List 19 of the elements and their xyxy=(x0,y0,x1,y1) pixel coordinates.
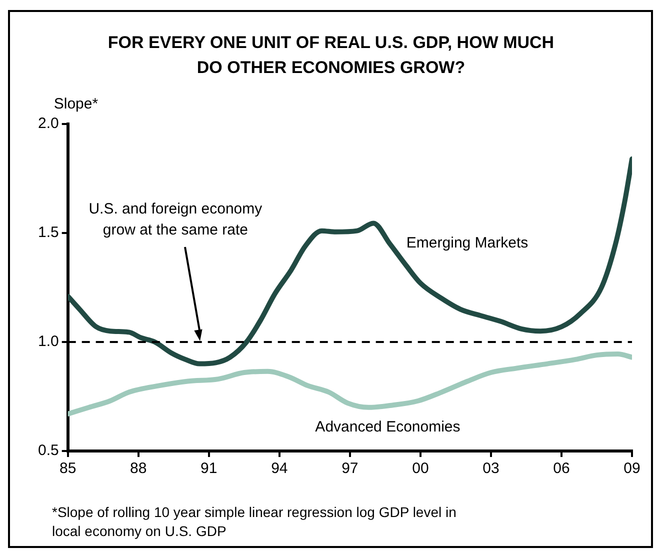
x-tick-label: 00 xyxy=(412,460,429,478)
chart-title: FOR EVERY ONE UNIT OF REAL U.S. GDP, HOW MUCH DO OTHER ECONOMIES GROW? xyxy=(106,32,556,79)
y-tick-label: 1.5 xyxy=(38,224,59,242)
y-tick-label: 0.5 xyxy=(38,442,59,460)
text: *Slope of rolling 10 year simple linear regression log GDP level in local economy on U.S. GDP xyxy=(52,503,458,541)
x-tick-label: 94 xyxy=(271,460,288,478)
x-tick-label: 09 xyxy=(624,460,640,478)
x-tick-label: 91 xyxy=(200,460,218,478)
series-label: Advanced Economies xyxy=(315,418,460,436)
y-tick-label: 2.0 xyxy=(38,115,59,132)
y-tick-label: 1.0 xyxy=(38,333,59,350)
x-tick-label: 88 xyxy=(130,460,147,478)
x-tick-label: 03 xyxy=(482,460,500,478)
y-axis-title: Slope* xyxy=(54,96,98,113)
x-tick-label: 85 xyxy=(60,460,76,478)
ref-line-label: U.S. and foreign economy grow at the same rate xyxy=(88,200,263,239)
x-tick-label: 06 xyxy=(553,460,570,478)
series-label: Emerging Markets xyxy=(406,234,528,252)
x-tick-label: 97 xyxy=(342,460,358,478)
